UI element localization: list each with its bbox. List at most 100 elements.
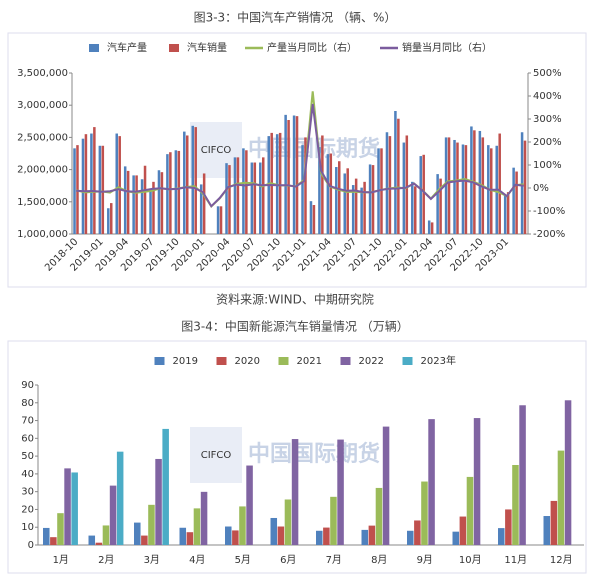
y-tick-label: 50 xyxy=(21,451,34,462)
legend-label: 汽车销量 xyxy=(187,41,227,54)
bar xyxy=(73,148,76,234)
bar xyxy=(337,439,344,545)
bar xyxy=(116,451,124,545)
bar xyxy=(295,116,299,234)
y2-tick-label: 200% xyxy=(533,137,562,148)
bar xyxy=(191,125,195,234)
bar xyxy=(219,206,223,234)
bar xyxy=(155,458,162,545)
bar xyxy=(246,465,253,545)
bar xyxy=(550,500,558,545)
bar xyxy=(330,496,337,545)
bar xyxy=(354,178,358,234)
y-tick-label: 30 xyxy=(21,487,34,498)
bar xyxy=(200,491,208,545)
x-tick-label: 4月 xyxy=(189,554,205,566)
bar xyxy=(43,527,50,545)
bar xyxy=(512,465,519,545)
y2-tick-label: 300% xyxy=(533,114,562,125)
bar xyxy=(338,161,341,234)
bar xyxy=(385,132,389,234)
x-tick-label: 8月 xyxy=(371,554,387,566)
bar xyxy=(174,150,178,234)
legend-label: 2022 xyxy=(359,356,384,367)
bar xyxy=(102,525,110,545)
bar xyxy=(259,162,262,234)
bars xyxy=(43,400,572,545)
bar xyxy=(245,150,248,234)
bar xyxy=(110,203,113,234)
bar xyxy=(202,173,206,234)
bar xyxy=(321,135,324,234)
bar xyxy=(169,152,172,234)
bar xyxy=(186,532,194,545)
bar xyxy=(193,508,201,545)
bar xyxy=(262,157,265,234)
legend-swatch xyxy=(169,44,179,52)
x-tick-label: 7月 xyxy=(326,554,342,566)
bar xyxy=(459,516,467,545)
bar xyxy=(157,170,161,234)
legend-label: 产量当月同比（右） xyxy=(267,41,357,54)
x-tick-label: 6月 xyxy=(280,554,296,566)
bar xyxy=(466,476,474,545)
bar xyxy=(95,542,103,545)
bar xyxy=(239,506,246,545)
bar xyxy=(368,164,372,234)
bar xyxy=(456,142,459,234)
y-tick-label: 3,500,000 xyxy=(17,68,68,79)
bar xyxy=(414,520,421,545)
caption: 图3-4：中国新能源汽车销量情况 （万辆） xyxy=(181,319,408,334)
bar xyxy=(134,522,141,545)
legend-swatch xyxy=(402,357,413,365)
bar xyxy=(382,426,390,545)
bar xyxy=(93,127,96,234)
x-tick-label: 3月 xyxy=(144,554,160,566)
chart-frame xyxy=(7,32,587,288)
bar xyxy=(557,450,565,545)
watermark-logo-box xyxy=(190,122,242,178)
bar xyxy=(292,115,296,234)
chart-frame xyxy=(7,340,587,574)
bar xyxy=(519,405,526,545)
bar xyxy=(371,165,375,234)
y-tick-label: 2,000,000 xyxy=(17,165,68,176)
bar xyxy=(506,192,510,234)
bar xyxy=(179,527,187,545)
bar xyxy=(141,535,148,545)
bar xyxy=(284,114,287,234)
bar xyxy=(363,181,366,234)
bar xyxy=(452,531,460,545)
bar xyxy=(143,165,147,234)
bar xyxy=(323,527,330,545)
y-tick-label: 40 xyxy=(21,469,34,480)
bar xyxy=(478,130,482,234)
watermark-logo-box xyxy=(190,427,242,483)
y-tick-label: 1,500,000 xyxy=(17,197,68,208)
bar xyxy=(397,118,400,234)
bar xyxy=(186,135,189,234)
bar xyxy=(166,154,169,234)
bar xyxy=(498,133,501,234)
x-tick-label: 9月 xyxy=(417,554,433,566)
bar xyxy=(360,187,363,234)
bar xyxy=(250,162,254,234)
bar xyxy=(90,133,93,234)
y-tick-label: 60 xyxy=(21,433,34,444)
bar xyxy=(335,167,338,234)
bar xyxy=(453,139,456,234)
bar xyxy=(135,175,138,234)
bar xyxy=(316,530,323,545)
y-tick-label: 90 xyxy=(21,380,34,391)
legend-label: 2021 xyxy=(297,356,322,367)
y-tick-label: 20 xyxy=(21,504,34,515)
bar xyxy=(287,120,290,234)
x-tick-label: 10月 xyxy=(459,554,482,566)
y2-tick-label: 100% xyxy=(533,160,562,171)
bar xyxy=(225,163,228,234)
bar xyxy=(194,127,197,234)
bar xyxy=(242,148,245,234)
bar xyxy=(107,208,110,234)
bar xyxy=(301,145,304,234)
